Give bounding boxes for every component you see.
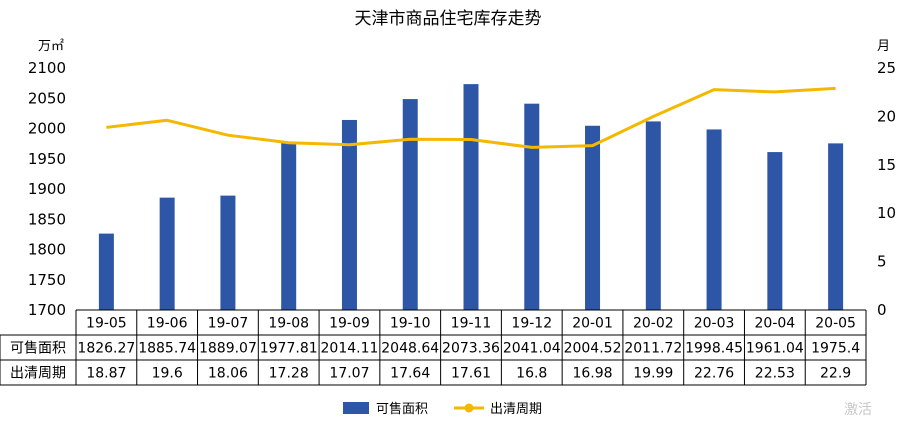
line-series — [106, 86, 836, 149]
category-label: 19-10 — [390, 316, 431, 332]
right-tick-label: 10 — [877, 204, 896, 222]
left-axis-unit: 万㎡ — [38, 39, 64, 54]
bar — [706, 129, 722, 310]
category-label: 20-05 — [815, 316, 856, 332]
bar — [585, 125, 601, 310]
line-value-label: 17.28 — [269, 366, 309, 382]
chart-title: 天津市商品住宅库存走势 — [355, 9, 542, 29]
right-axis-unit: 月 — [877, 39, 890, 54]
left-tick-label: 1750 — [28, 271, 66, 289]
bar-value-label: 1977.81 — [260, 341, 318, 357]
category-label: 20-04 — [755, 316, 796, 332]
legend-swatch-bar — [343, 402, 369, 414]
left-tick-label: 1700 — [28, 301, 66, 319]
category-label: 20-01 — [572, 316, 613, 332]
row-header-cycle: 出清周期 — [10, 366, 66, 382]
bar — [341, 119, 357, 311]
right-tick-label: 5 — [877, 253, 887, 271]
line-value-label: 16.98 — [572, 366, 612, 382]
legend-label-line: 出清周期 — [490, 402, 542, 417]
bar — [524, 103, 540, 310]
watermark: 激活 — [844, 401, 872, 418]
bar-value-label: 1885.74 — [138, 341, 196, 357]
category-label: 19-11 — [451, 316, 492, 332]
line-value-label: 17.07 — [329, 366, 369, 382]
left-tick-label: 2100 — [28, 59, 66, 77]
left-tick-label: 2050 — [28, 89, 66, 107]
right-tick-label: 15 — [877, 156, 896, 174]
legend-label-bar: 可售面积 — [376, 401, 428, 417]
bar-value-label: 2048.64 — [381, 341, 439, 357]
line-value-label: 18.06 — [208, 366, 248, 382]
bar-value-label: 1998.45 — [685, 341, 743, 357]
line-value-label: 19.99 — [633, 366, 673, 382]
category-label: 19-08 — [268, 316, 309, 332]
line-value-label: 18.87 — [86, 366, 126, 382]
category-label: 19-12 — [511, 316, 552, 332]
right-tick-label: 25 — [877, 59, 896, 77]
bar — [220, 195, 236, 310]
bar — [645, 121, 661, 311]
bar-value-label: 1961.04 — [746, 341, 804, 357]
right-tick-label: 20 — [877, 107, 896, 125]
bar-value-label: 2014.11 — [321, 341, 379, 357]
line-value-label: 17.61 — [451, 366, 491, 382]
bar-value-label: 2004.52 — [564, 341, 622, 357]
category-label: 19-07 — [208, 316, 249, 332]
left-axis-ticks: 1700 1750 1800 1850 1900 1950 2000 2050 2100 — [28, 59, 66, 319]
data-table: 19-05 1826.27 18.87 19-06 1885.74 19.6 19-07 18… — [0, 309, 867, 386]
legend: 可售面积 出清周期 — [343, 401, 542, 417]
line-value-label: 16.8 — [516, 366, 547, 382]
bar-value-label: 2041.04 — [503, 341, 561, 357]
bar-value-label: 1826.27 — [77, 341, 135, 357]
legend-marker-line — [464, 403, 474, 413]
left-tick-label: 1850 — [28, 210, 66, 228]
line-path — [106, 86, 836, 149]
right-tick-label: 0 — [877, 301, 887, 319]
left-tick-label: 1900 — [28, 180, 66, 198]
bar-value-label: 1975.4 — [811, 341, 860, 357]
category-label: 19-05 — [86, 316, 127, 332]
left-tick-label: 1950 — [28, 150, 66, 168]
right-axis-ticks: 0 5 10 15 20 25 — [877, 59, 896, 319]
line-value-label: 22.9 — [820, 366, 851, 382]
left-tick-label: 2000 — [28, 120, 66, 138]
line-value-label: 19.6 — [152, 366, 183, 382]
bar — [767, 152, 783, 310]
line-value-label: 22.76 — [694, 366, 734, 382]
line-value-label: 17.64 — [390, 366, 430, 382]
bar — [281, 141, 297, 310]
bar — [463, 84, 479, 310]
bar-value-label: 1889.07 — [199, 341, 257, 357]
category-label: 20-02 — [633, 316, 674, 332]
bar-series — [98, 84, 844, 311]
bar-value-label: 2011.72 — [624, 341, 682, 357]
bar — [828, 143, 844, 310]
row-header-area: 可售面积 — [10, 341, 66, 357]
left-tick-label: 1800 — [28, 241, 66, 259]
category-label: 19-09 — [329, 316, 370, 332]
bar — [98, 233, 114, 310]
category-label: 19-06 — [147, 316, 188, 332]
line-value-label: 22.53 — [755, 366, 795, 382]
bar — [402, 99, 418, 310]
bar-value-label: 2073.36 — [442, 341, 500, 357]
bar — [159, 197, 175, 310]
category-label: 20-03 — [694, 316, 735, 332]
